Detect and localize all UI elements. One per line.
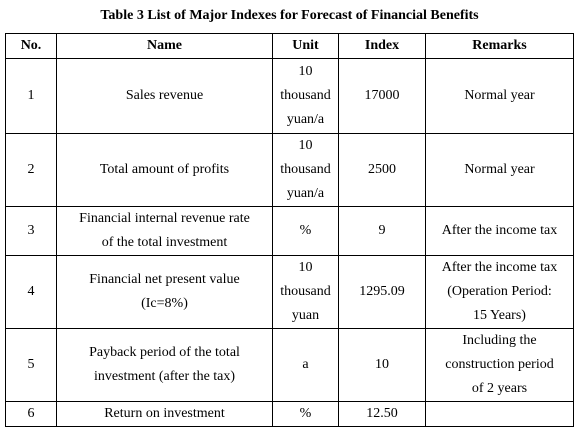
header-cell: Index: [338, 33, 426, 59]
table-cell: 9: [338, 206, 426, 256]
table-cell: 4: [5, 255, 57, 329]
cell-line: of the total investment: [101, 235, 228, 250]
table-row: 1 Sales revenue 10 thousand yuan/a 17000 Norma…: [5, 58, 574, 134]
table-cell: 17000: [338, 58, 426, 134]
table-cell: 1295.09: [338, 255, 426, 329]
table-body: 1 Sales revenue 10 thousand yuan/a 17000 Norma…: [5, 58, 574, 427]
cell-line: thousand: [280, 88, 331, 103]
cell-line: thousand: [280, 162, 331, 177]
table-cell: 10: [338, 328, 426, 402]
table-cell: 6: [5, 401, 57, 427]
header-cell: No.: [5, 33, 57, 59]
cell-line: 15 Years): [473, 308, 526, 323]
header-cell: Name: [56, 33, 273, 59]
cell-line: construction period: [445, 357, 554, 372]
table-cell: After the income tax: [425, 206, 574, 256]
table-title: Table 3 List of Major Indexes for Foreca…: [100, 8, 479, 23]
cell-line: Payback period of the total: [89, 345, 240, 360]
cell-line: (Ic=8%): [141, 296, 188, 311]
table-cell: %: [272, 206, 339, 256]
table-cell: 2: [5, 133, 57, 207]
table-cell: Sales revenue: [56, 58, 273, 134]
table-cell: 1: [5, 58, 57, 134]
table-cell: a: [272, 328, 339, 402]
table-cell: 5: [5, 328, 57, 402]
table-cell: Normal year: [425, 133, 574, 207]
cell-line: Financial net present value: [89, 272, 240, 287]
table-cell: Financial net present value (Ic=8%): [56, 255, 273, 329]
table-cell: 12.50: [338, 401, 426, 427]
cell-line: investment (after the tax): [93, 369, 236, 384]
table-cell: After the income tax (Operation Period: 15…: [425, 255, 574, 329]
cell-line: (Operation Period:: [447, 284, 552, 299]
table-cell: Payback period of the total investment (a…: [56, 328, 273, 402]
cell-line: yuan/a: [286, 112, 325, 127]
table-cell: 10 thousand yuan/a: [272, 133, 339, 207]
table-cell: Including the construction period of 2 yea…: [425, 328, 574, 402]
cell-line: After the income tax: [441, 260, 558, 275]
header-row: No. Name Unit Index Remarks: [5, 33, 574, 59]
cell-line: thousand: [280, 284, 331, 299]
table-cell: Total amount of profits: [56, 133, 273, 207]
table-cell: %: [272, 401, 339, 427]
table-row: 2 Total amount of profits 10 thousand yuan/a…: [5, 133, 574, 207]
cell-line: Including the: [462, 333, 537, 348]
table-cell: [425, 401, 574, 427]
table-cell: Return on investment: [56, 401, 273, 427]
cell-line: 10: [298, 138, 313, 153]
cell-line: 10: [298, 260, 313, 275]
cell-line: 10: [298, 64, 313, 79]
table-cell: Financial internal revenue rate of the to…: [56, 206, 273, 256]
table-cell: 10 thousand yuan/a: [272, 58, 339, 134]
table-cell: 3: [5, 206, 57, 256]
cell-line: of 2 years: [471, 381, 528, 396]
table-row: 3 Financial internal revenue rate of the t…: [5, 206, 574, 256]
table-cell: Normal year: [425, 58, 574, 134]
cell-line: Financial internal revenue rate: [79, 211, 250, 226]
header-cell: Unit: [272, 33, 339, 59]
table-row: 4 Financial net present value (Ic=8%) 10 tho…: [5, 255, 574, 329]
table-row: 6 Return on investment% 12.50: [5, 401, 574, 427]
header-cell: Remarks: [425, 33, 574, 59]
table-row: 5 Payback period of the total investment (…: [5, 328, 574, 402]
cell-line: yuan/a: [286, 186, 325, 201]
cell-line: yuan: [291, 308, 320, 323]
table-cell: 2500: [338, 133, 426, 207]
table: No. Name Unit Index Remarks 1 Sales revenue 10…: [5, 33, 574, 427]
table-cell: 10 thousand yuan: [272, 255, 339, 329]
